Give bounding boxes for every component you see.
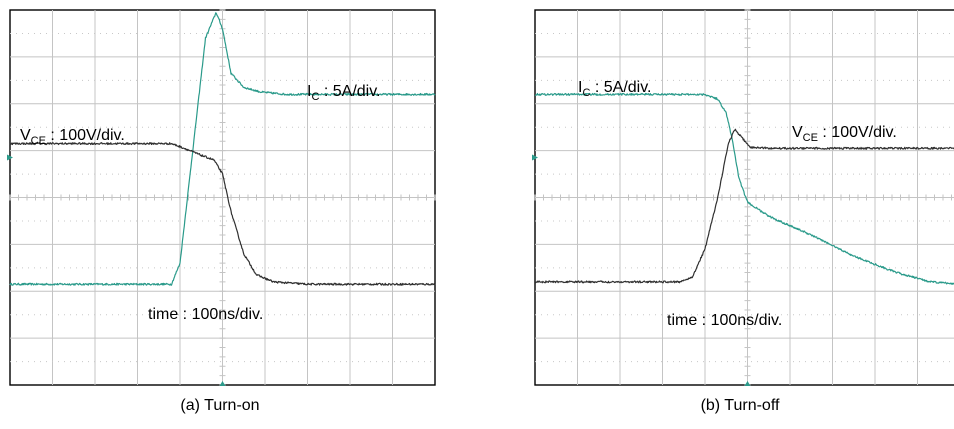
ic-scale-label: IC : 5A/div. — [578, 79, 651, 99]
trigger-marker — [744, 381, 751, 386]
trigger-marker — [219, 381, 226, 386]
ic-scale-label: IC : 5A/div. — [307, 83, 380, 103]
ic-trace — [534, 92, 954, 285]
time-scale-label: time : 100ns/div. — [148, 306, 263, 323]
panel-turn-off: IC : 5A/div. VCE : 100V/div. time : 100n… — [520, 0, 954, 429]
level-marker — [7, 154, 13, 161]
caption-turn-off: (b) Turn-off — [700, 397, 780, 414]
panel-turn-on: IC : 5A/div. VCE : 100V/div. time : 100n… — [0, 0, 440, 429]
time-scale-label: time : 100ns/div. — [667, 312, 782, 329]
oscilloscope-turn-off: IC : 5A/div. VCE : 100V/div. time : 100n… — [532, 9, 954, 386]
level-marker — [532, 154, 538, 161]
vce-scale-label: VCE : 100V/div. — [20, 127, 125, 147]
oscilloscope-turn-on: IC : 5A/div. VCE : 100V/div. time : 100n… — [7, 9, 436, 386]
vce-trace — [9, 142, 436, 286]
ic-trace — [9, 12, 436, 286]
vce-scale-label: VCE : 100V/div. — [792, 124, 897, 144]
caption-turn-on: (a) Turn-on — [180, 397, 260, 414]
vce-trace — [534, 128, 954, 284]
